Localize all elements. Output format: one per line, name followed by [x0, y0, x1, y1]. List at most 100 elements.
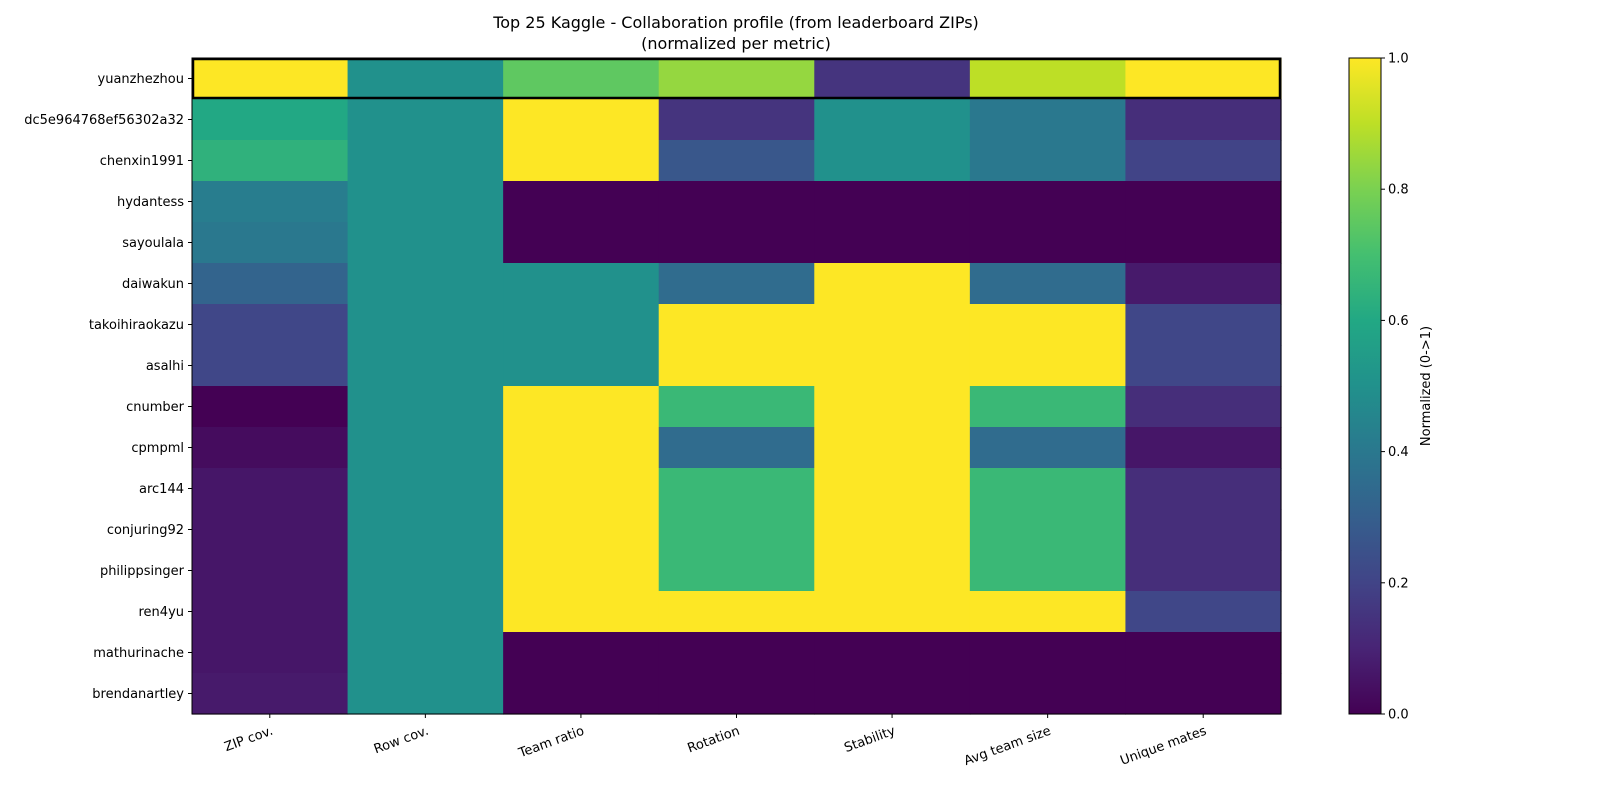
heatmap-cell [503, 99, 660, 141]
colorbar-tick-label: 0.2 [1388, 576, 1409, 591]
row-label: conjuring92 [107, 523, 184, 538]
heatmap-cell [658, 386, 815, 428]
heatmap-cell [1125, 468, 1282, 510]
heatmap-cell [814, 427, 971, 469]
heatmap-cell [192, 345, 349, 387]
heatmap-cell [503, 263, 660, 305]
heatmap-cell [1125, 673, 1282, 715]
heatmap-cell [347, 427, 504, 469]
heatmap-cell [347, 181, 504, 223]
heatmap-cell [192, 673, 349, 715]
row-label: daiwakun [122, 277, 184, 292]
column-label: ZIP cov. [222, 724, 275, 755]
row-label: mathurinache [93, 646, 184, 661]
heatmap-cell [503, 304, 660, 346]
heatmap-cell [192, 181, 349, 223]
heatmap-cell [1125, 632, 1282, 674]
row-label: brendanartley [92, 687, 184, 702]
heatmap-cell [192, 99, 349, 141]
heatmap-cell [658, 550, 815, 592]
heatmap-cell [192, 222, 349, 264]
heatmap-cell [969, 591, 1127, 633]
colorbar-tick-label: 1.0 [1388, 52, 1409, 67]
heatmap-cell [658, 632, 815, 674]
heatmap-cell [814, 591, 971, 633]
heatmap-cell [347, 673, 504, 715]
heatmap-cell [969, 222, 1127, 264]
row-label: yuanzhezhou [98, 72, 184, 87]
chart-title: Top 25 Kaggle - Collaboration profile (f… [492, 13, 979, 32]
heatmap-cell [658, 222, 815, 264]
heatmap-cell [192, 304, 349, 346]
heatmap-cell [969, 673, 1127, 715]
heatmap-cell [503, 591, 660, 633]
row-label: asalhi [146, 359, 184, 374]
heatmap-cell [814, 304, 971, 346]
row-label: hydantess [117, 195, 184, 210]
row-label: dc5e964768ef56302a32 [24, 113, 184, 128]
heatmap-cell [969, 181, 1127, 223]
colorbar-tick-label: 0.6 [1388, 314, 1409, 329]
heatmap-cell [347, 304, 504, 346]
heatmap-cell [503, 345, 660, 387]
heatmap-cell [658, 181, 815, 223]
column-label: Stability [842, 724, 897, 756]
colorbar-tick-label: 0.8 [1388, 183, 1409, 198]
heatmap-cell [814, 509, 971, 551]
heatmap-cell [658, 99, 815, 141]
heatmap-cell [814, 222, 971, 264]
heatmap-cell [814, 58, 971, 100]
heatmap-cell [347, 99, 504, 141]
heatmap-cell [1125, 550, 1282, 592]
heatmap-cell [347, 509, 504, 551]
row-label: arc144 [139, 482, 184, 497]
heatmap-cell [658, 509, 815, 551]
heatmap-cell [1125, 345, 1282, 387]
column-label: Team ratio [516, 724, 586, 762]
row-label: cpmpml [131, 441, 184, 456]
colorbar-tick-label: 0.0 [1388, 708, 1409, 723]
heatmap-cell [503, 509, 660, 551]
heatmap-cell [503, 632, 660, 674]
heatmap-cell [347, 222, 504, 264]
row-label: philippsinger [100, 564, 185, 579]
heatmap-cell [192, 550, 349, 592]
colorbar: 0.0 0.2 0.4 0.6 0.8 1.0 [1348, 52, 1409, 723]
heatmap-cell [1125, 263, 1282, 305]
heatmap-cell [658, 263, 815, 305]
heatmap-cell [658, 673, 815, 715]
heatmap-cell [503, 181, 660, 223]
heatmap-cell [192, 386, 349, 428]
row-labels: yuanzhezhou dc5e964768ef56302a32 chenxin19… [24, 72, 192, 702]
colorbar-label: Normalized (0->1) [1419, 326, 1434, 446]
heatmap-cell [347, 386, 504, 428]
heatmap-cell [503, 427, 660, 469]
column-labels: ZIP cov. Row cov. Team ratio Rotation Stabil… [222, 714, 1209, 769]
heatmap-cell [969, 140, 1127, 182]
heatmap-cell [969, 58, 1127, 100]
heatmap-cell [503, 58, 660, 100]
row-label: sayoulala [122, 236, 184, 251]
heatmap-cell [658, 304, 815, 346]
heatmap-cell [814, 632, 971, 674]
heatmap-cell [192, 427, 349, 469]
heatmap-cell [192, 263, 349, 305]
heatmap-cell [503, 222, 660, 264]
heatmap-cell [1125, 509, 1282, 551]
heatmap-cell [347, 468, 504, 510]
heatmap-cell [814, 263, 971, 305]
heatmap-cell [658, 591, 815, 633]
heatmap-cell [1125, 386, 1282, 428]
heatmap-cell [347, 263, 504, 305]
heatmap-cell [1125, 99, 1282, 141]
heatmap-cell [1125, 304, 1282, 346]
heatmap-cell [1125, 427, 1282, 469]
heatmap-cell [658, 345, 815, 387]
heatmap-cell [503, 386, 660, 428]
heatmap-cell [814, 386, 971, 428]
row-label: cnumber [126, 400, 185, 415]
heatmap-cell [1125, 181, 1282, 223]
heatmap-cell [1125, 591, 1282, 633]
heatmap-cell [192, 468, 349, 510]
row-label: chenxin1991 [100, 154, 184, 169]
